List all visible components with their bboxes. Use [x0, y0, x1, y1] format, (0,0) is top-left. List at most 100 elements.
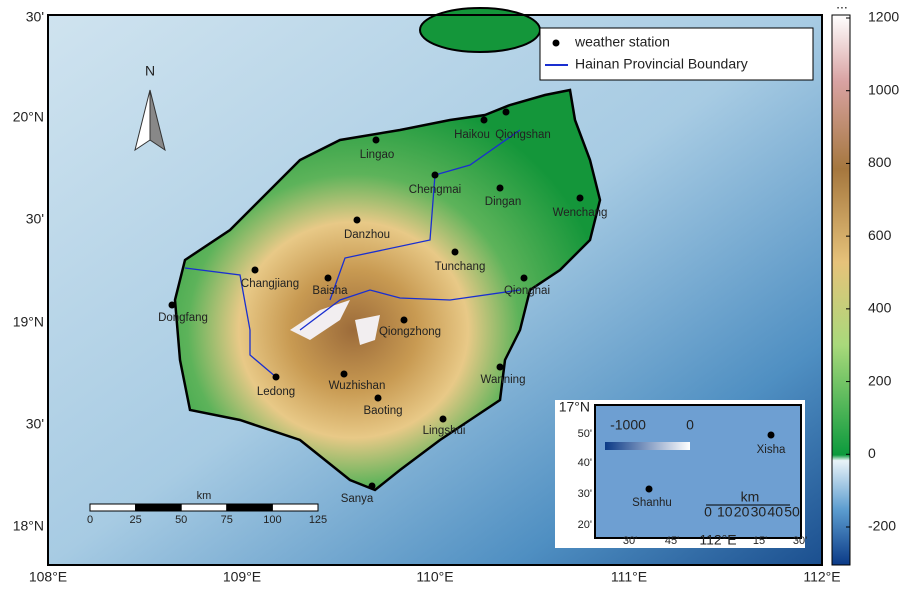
lon-label: 109°E	[223, 569, 261, 585]
station-dot	[353, 216, 361, 224]
scale-tick: 75	[221, 514, 233, 526]
station-label: Qiongshan	[495, 129, 551, 141]
lon-label: 111°E	[611, 569, 647, 585]
inset-map	[594, 404, 802, 539]
inset-station-dot	[767, 431, 775, 439]
lat-label: 20°N	[13, 109, 44, 125]
station-dot	[451, 248, 459, 256]
station-label: Chengmai	[409, 184, 461, 196]
frame	[47, 14, 823, 566]
station-label: Wuzhishan	[329, 380, 386, 392]
station-label: Danzhou	[344, 229, 390, 241]
colorbar-label: 400	[868, 300, 892, 316]
station-dot	[251, 266, 259, 274]
lon-label: 110°E	[416, 569, 453, 585]
scale-unit: km	[197, 490, 212, 502]
station-dot	[520, 274, 528, 282]
inset-station-label: Xisha	[757, 444, 786, 456]
inset-lon-label: 15'	[753, 535, 767, 547]
peaks	[290, 300, 380, 345]
inset-scale-tick: 20	[734, 504, 750, 520]
inset-colorbar-label: -1000	[610, 417, 646, 433]
inset-lon-label: 45'	[665, 535, 679, 547]
rivers	[184, 129, 521, 378]
lat-label: 30'	[26, 9, 44, 25]
station-dot	[431, 171, 439, 179]
inset-lat-label: 20'	[578, 519, 592, 531]
inset-scale-tick: 0	[704, 504, 712, 520]
station-label: Baisha	[312, 285, 348, 297]
station-label: Haikou	[454, 129, 490, 141]
lon-label: 108°E	[29, 569, 67, 585]
legend-boundary: Hainan Provincial Boundary	[575, 56, 748, 72]
scale-segment	[271, 503, 319, 512]
inset-scale-tick: 10	[717, 504, 733, 520]
inset-station-dot	[645, 485, 653, 493]
scale-tick: 25	[129, 514, 141, 526]
station-label: Ledong	[257, 386, 295, 398]
station-label: Lingao	[360, 149, 395, 161]
scale-tick: 125	[309, 514, 327, 526]
colorbar-top-label: ...	[836, 0, 848, 12]
station-dot	[400, 316, 408, 324]
inset-lat-label: 30'	[578, 488, 592, 500]
inset-scale-unit: km	[741, 489, 760, 505]
colorbar	[831, 14, 851, 566]
north-label: N	[145, 63, 155, 79]
inset-scale-tick: 40	[767, 504, 783, 520]
station-dot	[340, 370, 348, 378]
colorbar-label: -200	[868, 518, 896, 534]
scale-tick: 0	[87, 514, 93, 526]
station-label: Dongfang	[158, 312, 208, 324]
inset-lon-label: 30'	[793, 535, 807, 547]
station-label: Dingan	[485, 196, 521, 208]
station-label: Wenchang	[553, 207, 608, 219]
inset-colorbar	[605, 442, 690, 450]
scale-tick: 100	[263, 514, 281, 526]
inset-colorbar-label: 0	[686, 417, 694, 433]
inset-scale-tick: 30	[751, 504, 767, 520]
inset-lat-label: 17°N	[559, 399, 590, 415]
scale-tick: 50	[175, 514, 187, 526]
inset-lon-label: 30'	[623, 535, 637, 547]
inset-station-label: Shanhu	[632, 497, 672, 509]
station-dot	[496, 363, 504, 371]
island	[173, 88, 602, 492]
lat-label: 19°N	[13, 314, 44, 330]
station-dot	[439, 415, 447, 423]
station-label: Sanya	[341, 493, 374, 505]
station-dot	[324, 274, 332, 282]
scale-segment	[226, 503, 273, 512]
colorbar-label: 800	[868, 154, 892, 170]
legend-dot	[552, 39, 560, 47]
legend-station: weather station	[574, 34, 670, 50]
station-dot	[480, 116, 488, 124]
station-label: Tunchang	[435, 261, 486, 273]
station-label: Qionghai	[504, 285, 550, 297]
colorbar-label: 200	[868, 372, 892, 388]
inset-scale-tick: 50	[784, 504, 800, 520]
station-dot	[368, 482, 376, 490]
station-dot	[374, 394, 382, 402]
station-label: Wanning	[481, 374, 526, 386]
legend	[539, 27, 814, 81]
station-dot	[372, 136, 380, 144]
station-dot	[168, 301, 176, 309]
scale-segment	[89, 503, 137, 512]
colorbar-label: 1200	[868, 9, 899, 25]
station-dot	[272, 373, 280, 381]
colorbar-label: 0	[868, 445, 876, 461]
colorbar-label: 1000	[868, 81, 899, 97]
station-dot	[502, 108, 510, 116]
lat-label: 18°N	[13, 518, 44, 534]
scale-segment	[135, 503, 182, 512]
station-dot	[576, 194, 584, 202]
station-dot	[496, 184, 504, 192]
inset-lat-label: 40'	[578, 457, 592, 469]
station-label: Qiongzhong	[379, 326, 441, 338]
lat-label: 30'	[26, 211, 44, 227]
scale-segment	[180, 503, 228, 512]
inset-lon-label: 112°E	[699, 532, 736, 548]
colorbar-label: 600	[868, 227, 892, 243]
